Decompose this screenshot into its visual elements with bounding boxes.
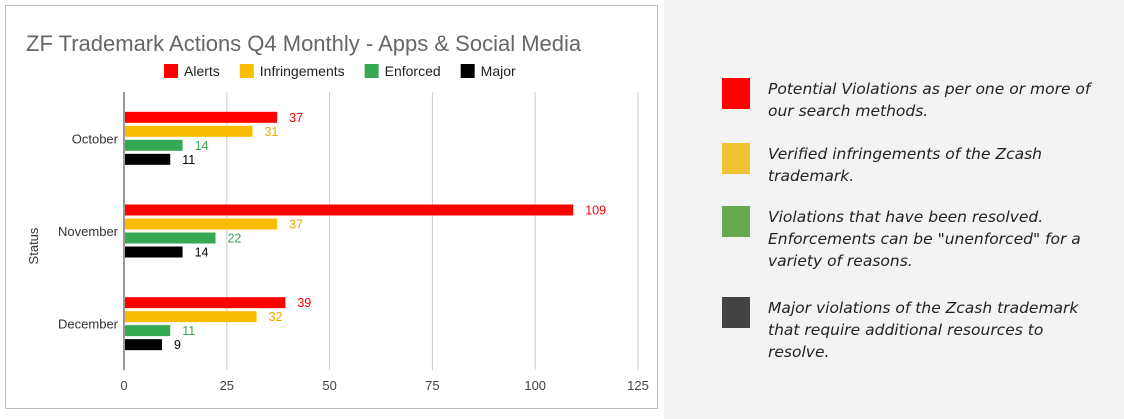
data-label-alerts: 39 (297, 296, 311, 310)
data-label-infringements: 37 (289, 218, 303, 232)
bar-infringements (125, 311, 257, 323)
bar-major (125, 153, 171, 165)
bar-enforced (125, 139, 183, 151)
data-label-infringements: 31 (264, 125, 278, 139)
data-label-enforced: 22 (227, 232, 241, 246)
bar-infringements (125, 125, 253, 137)
bar-major (125, 246, 183, 258)
bar-major (125, 339, 163, 351)
red-swatch-icon (722, 78, 750, 109)
bar-chart: ZF Trademark Actions Q4 Monthly - Apps &… (26, 31, 649, 393)
data-label-major: 11 (182, 153, 195, 167)
chart-title: ZF Trademark Actions Q4 Monthly - Apps &… (26, 31, 582, 56)
legend-label-infringements: Infringements (260, 63, 345, 79)
data-label-enforced: 11 (182, 324, 195, 338)
data-label-enforced: 14 (195, 139, 209, 153)
legend-swatch-infringements (239, 64, 254, 78)
legend-swatch-major (460, 64, 475, 78)
bar-alerts (125, 297, 286, 309)
x-tick-label: 25 (220, 378, 234, 393)
legend-swatch-enforced (364, 64, 379, 78)
side-legend-item-major: Major violations of the Zcash trademark … (722, 297, 1108, 363)
bar-infringements (125, 218, 278, 230)
legend-label-enforced: Enforced (385, 63, 441, 79)
side-legend-text: Major violations of the Zcash trademark … (768, 299, 1079, 361)
y-category-label: December (58, 317, 119, 332)
bar-enforced (125, 232, 216, 244)
x-tick-label: 125 (627, 378, 649, 393)
side-legend-text: Verified infringements of the Zcash trad… (768, 145, 1042, 185)
data-label-infringements: 32 (269, 310, 283, 324)
x-tick-label: 50 (322, 378, 336, 393)
x-tick-label: 0 (120, 378, 127, 393)
data-label-major: 9 (174, 338, 181, 352)
yellow-swatch-icon (722, 143, 750, 174)
x-tick-label: 75 (425, 378, 439, 393)
bar-alerts (125, 111, 278, 123)
bar-enforced (125, 325, 171, 337)
legend-label-alerts: Alerts (184, 63, 220, 79)
data-label-alerts: 109 (585, 204, 606, 218)
side-legend-text: Potential Violations as per one or more … (768, 80, 1091, 120)
bar-alerts (125, 204, 574, 216)
data-label-alerts: 37 (289, 111, 303, 125)
y-category-label: October (72, 131, 119, 146)
side-legend-item-infringements: Verified infringements of the Zcash trad… (722, 143, 1108, 187)
chart-panel: ZF Trademark Actions Q4 Monthly - Apps &… (5, 5, 658, 409)
y-category-label: November (58, 224, 119, 239)
side-legend-item-alerts: Potential Violations as per one or more … (722, 78, 1108, 122)
side-legend-text: Violations that have been resolved. Enfo… (768, 208, 1081, 270)
dark-gray-swatch-icon (722, 297, 750, 328)
x-tick-label: 100 (524, 378, 546, 393)
data-label-major: 14 (195, 246, 209, 260)
side-legend-panel: Potential Violations as per one or more … (664, 0, 1124, 419)
green-swatch-icon (722, 206, 750, 237)
side-legend-item-enforced: Violations that have been resolved. Enfo… (722, 206, 1108, 272)
y-axis-title: Status (26, 227, 41, 264)
legend-swatch-alerts (164, 64, 178, 78)
legend-label-major: Major (481, 63, 516, 79)
